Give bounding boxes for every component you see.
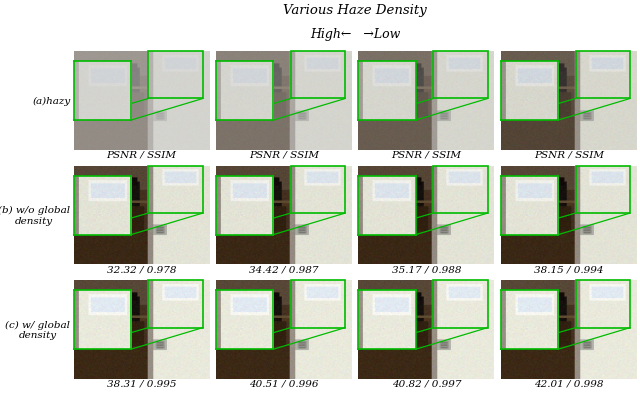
- Text: 42.01 / 0.998: 42.01 / 0.998: [534, 379, 604, 388]
- Text: (b) w/o global
density: (b) w/o global density: [0, 206, 70, 225]
- Bar: [433, 281, 488, 328]
- Bar: [433, 166, 488, 214]
- Text: (a)hazy: (a)hazy: [32, 97, 70, 106]
- Text: High←   →Low: High← →Low: [310, 28, 401, 41]
- Text: PSNR / SSIM: PSNR / SSIM: [107, 150, 177, 159]
- Text: Various Haze Density: Various Haze Density: [284, 4, 427, 17]
- Bar: [575, 281, 630, 328]
- Text: 32.32 / 0.978: 32.32 / 0.978: [107, 265, 177, 273]
- Text: PSNR / SSIM: PSNR / SSIM: [392, 150, 461, 159]
- Text: PSNR / SSIM: PSNR / SSIM: [534, 150, 604, 159]
- Text: 38.15 / 0.994: 38.15 / 0.994: [534, 265, 604, 273]
- Bar: [575, 166, 630, 214]
- Bar: [148, 166, 203, 214]
- Bar: [291, 52, 345, 99]
- Bar: [433, 52, 488, 99]
- Text: 35.17 / 0.988: 35.17 / 0.988: [392, 265, 461, 273]
- Bar: [148, 281, 203, 328]
- Bar: [148, 52, 203, 99]
- Text: 34.42 / 0.987: 34.42 / 0.987: [249, 265, 319, 273]
- Bar: [291, 281, 345, 328]
- Bar: [291, 166, 345, 214]
- Text: 40.82 / 0.997: 40.82 / 0.997: [392, 379, 461, 388]
- Bar: [575, 52, 630, 99]
- Text: 38.31 / 0.995: 38.31 / 0.995: [107, 379, 177, 388]
- Text: (c) w/ global
density: (c) w/ global density: [5, 320, 70, 340]
- Text: 40.51 / 0.996: 40.51 / 0.996: [249, 379, 319, 388]
- Text: PSNR / SSIM: PSNR / SSIM: [249, 150, 319, 159]
